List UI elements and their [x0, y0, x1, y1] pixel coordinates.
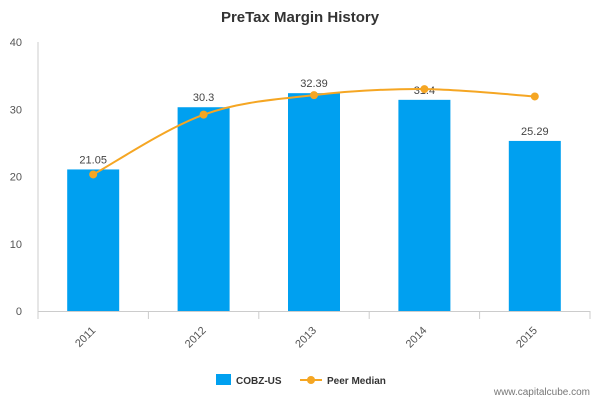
- x-axis: 2011 2012 2013 2014 2015: [37, 311, 591, 351]
- bar-2011: [67, 169, 120, 311]
- y-tick-label: 20: [10, 172, 22, 184]
- peer-median-point-2012: [199, 110, 208, 119]
- y-tick-label: 0: [16, 306, 22, 318]
- legend: COBZ-US Peer Median: [216, 374, 386, 387]
- y-axis: 0 10 20 30 40: [10, 37, 39, 318]
- bar-2014: [398, 99, 451, 312]
- peer-median-point-2015: [530, 92, 539, 101]
- x-tick-label: 2013: [293, 325, 319, 351]
- peer-median-point-2014: [420, 85, 429, 94]
- x-tick-label: 2012: [183, 325, 209, 351]
- bar-series: [67, 93, 561, 312]
- legend-line-label: Peer Median: [327, 376, 386, 387]
- line-series: [89, 85, 539, 179]
- y-tick-label: 10: [10, 239, 22, 251]
- x-tick-label: 2015: [514, 325, 540, 351]
- x-tick-label: 2014: [404, 325, 430, 351]
- bar-2015: [508, 140, 561, 311]
- chart-title: PreTax Margin History: [221, 9, 380, 26]
- legend-bar-label: COBZ-US: [236, 376, 282, 387]
- bar-2013: [288, 93, 340, 312]
- legend-bar-swatch: [216, 374, 231, 385]
- watermark-text: www.capitalcube.com: [493, 387, 590, 398]
- x-tick-label: 2011: [73, 325, 98, 350]
- peer-median-point-2013: [310, 91, 318, 100]
- y-tick-label: 30: [10, 104, 22, 116]
- bar-data-label: 21.05: [79, 154, 107, 166]
- bar-data-label: 32.39: [300, 78, 328, 90]
- y-tick-label: 40: [10, 37, 22, 49]
- bar-data-label: 25.29: [521, 126, 549, 138]
- bar-2012: [177, 107, 230, 311]
- legend-line-marker: [307, 376, 315, 384]
- bar-data-label: 30.3: [193, 92, 214, 104]
- peer-median-point-2011: [89, 170, 98, 179]
